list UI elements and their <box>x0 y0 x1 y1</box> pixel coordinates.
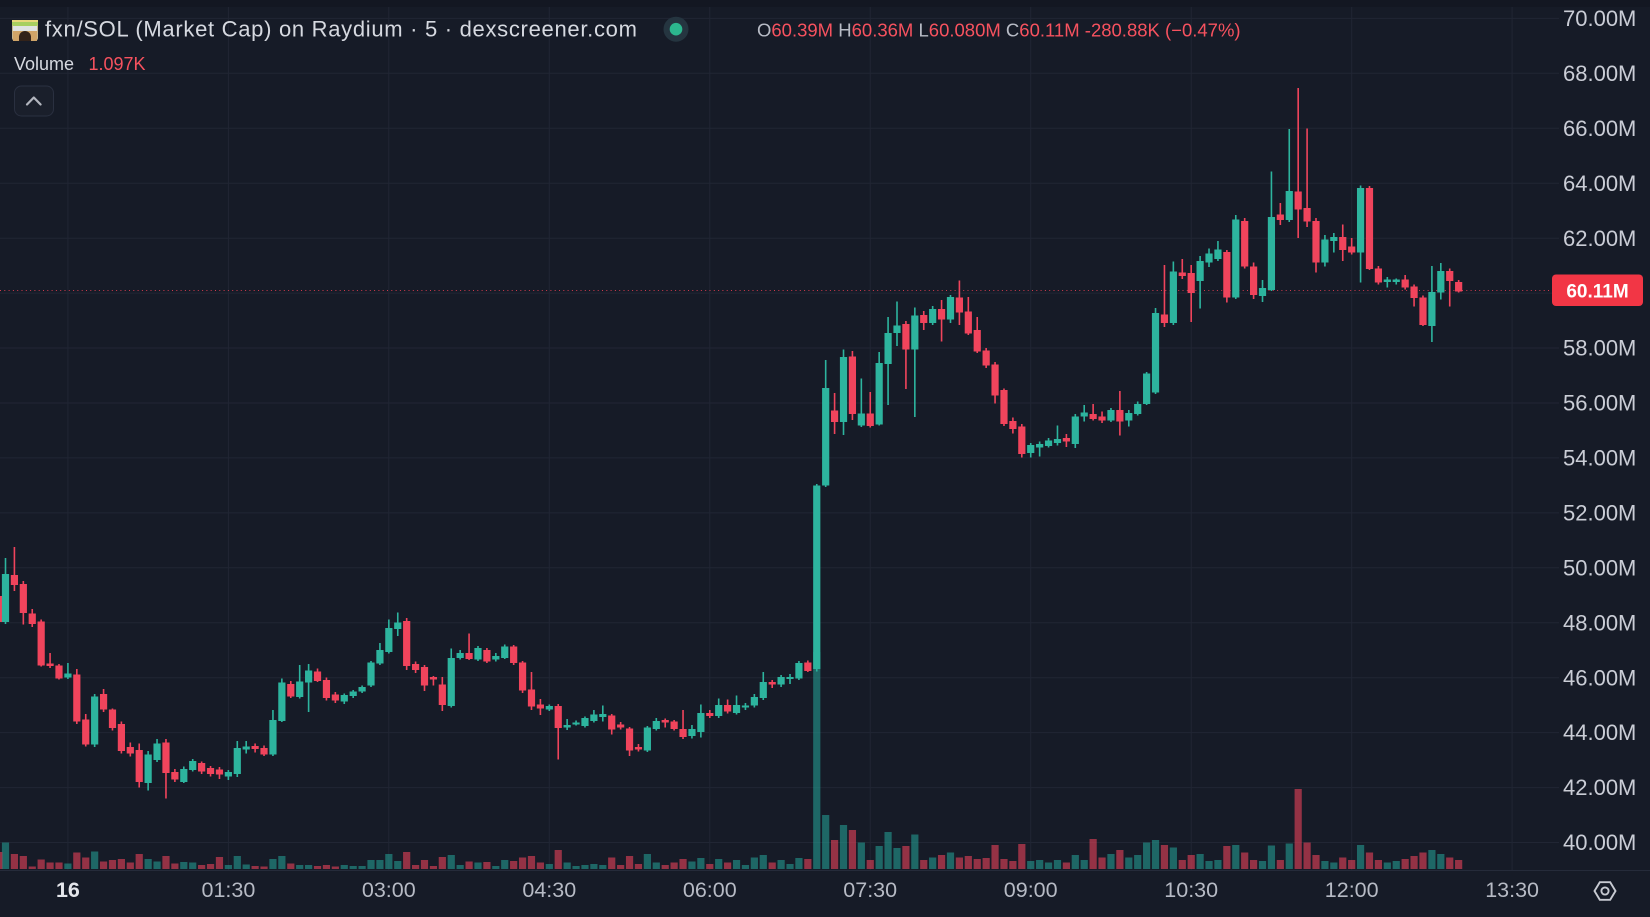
svg-text:03:00: 03:00 <box>362 878 416 902</box>
svg-text:1.097K: 1.097K <box>89 54 146 74</box>
svg-text:01:30: 01:30 <box>201 878 255 902</box>
svg-text:64.00M: 64.00M <box>1563 171 1636 196</box>
svg-text:68.00M: 68.00M <box>1563 61 1636 86</box>
svg-text:12:00: 12:00 <box>1325 878 1379 902</box>
svg-text:70.00M: 70.00M <box>1563 6 1636 31</box>
svg-text:06:00: 06:00 <box>683 878 737 902</box>
svg-text:04:30: 04:30 <box>522 878 576 902</box>
svg-text:44.00M: 44.00M <box>1563 720 1636 745</box>
svg-text:Volume: Volume <box>14 54 74 74</box>
svg-text:46.00M: 46.00M <box>1563 665 1636 690</box>
svg-text:54.00M: 54.00M <box>1563 446 1636 471</box>
svg-text:13:30: 13:30 <box>1485 878 1539 902</box>
svg-text:62.00M: 62.00M <box>1563 226 1636 251</box>
svg-text:07:30: 07:30 <box>843 878 897 902</box>
svg-text:09:00: 09:00 <box>1004 878 1058 902</box>
svg-text:52.00M: 52.00M <box>1563 501 1636 526</box>
svg-text:42.00M: 42.00M <box>1563 775 1636 800</box>
svg-text:fxn/SOL (Market Cap) on Raydiu: fxn/SOL (Market Cap) on Raydium · 5 · de… <box>45 17 638 42</box>
svg-text:56.00M: 56.00M <box>1563 391 1636 416</box>
svg-text:O60.39M H60.36M L60.080M C60.1: O60.39M H60.36M L60.080M C60.11M -280.88… <box>757 20 1241 41</box>
svg-text:48.00M: 48.00M <box>1563 610 1636 635</box>
svg-text:60.11M: 60.11M <box>1566 282 1628 303</box>
svg-text:16: 16 <box>56 878 80 902</box>
svg-text:50.00M: 50.00M <box>1563 555 1636 580</box>
svg-text:66.00M: 66.00M <box>1563 116 1636 141</box>
svg-text:10:30: 10:30 <box>1164 878 1218 902</box>
svg-text:40.00M: 40.00M <box>1563 830 1636 855</box>
svg-text:58.00M: 58.00M <box>1563 336 1636 361</box>
